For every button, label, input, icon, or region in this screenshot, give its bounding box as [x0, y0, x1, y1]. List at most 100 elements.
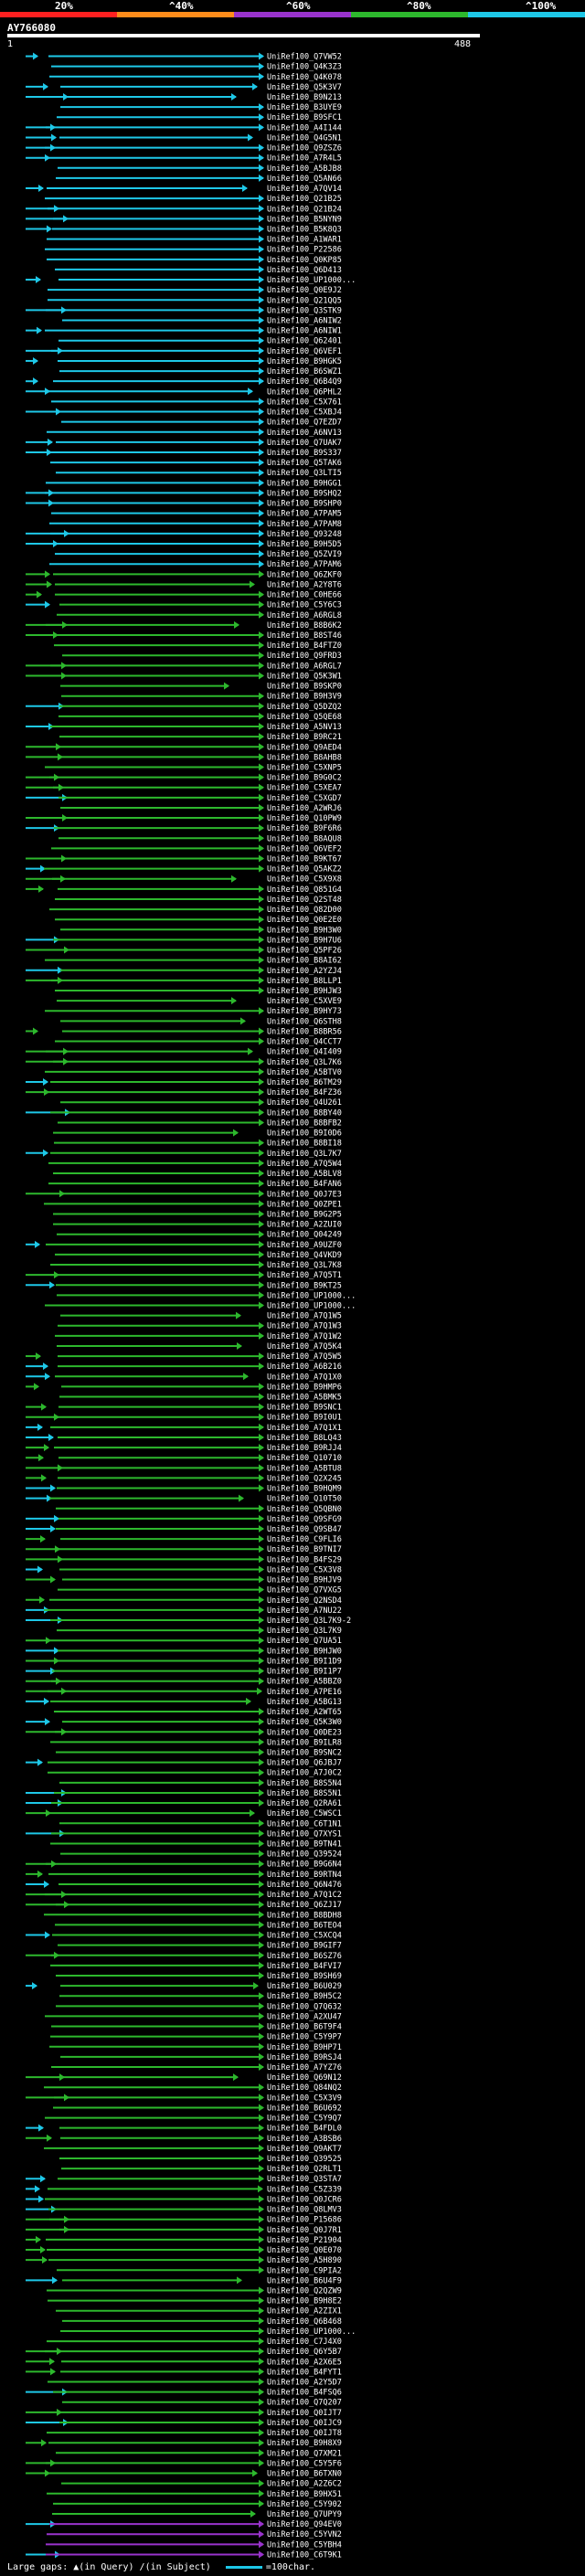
- subject-label[interactable]: UniRef100_C5XVE9: [267, 997, 342, 1006]
- subject-label[interactable]: UniRef100_A2XU47: [267, 2012, 342, 2021]
- subject-label[interactable]: UniRef100_C5XCQ4: [267, 1932, 342, 1941]
- subject-label[interactable]: UniRef100_A3BSB6: [267, 2135, 342, 2144]
- subject-label[interactable]: UniRef100_B9HQM9: [267, 1485, 342, 1494]
- subject-label[interactable]: UniRef100_Q4VKD9: [267, 1251, 342, 1260]
- subject-label[interactable]: UniRef100_Q82D00: [267, 906, 342, 915]
- subject-label[interactable]: UniRef100_Q7XM21: [267, 2449, 342, 2458]
- subject-label[interactable]: UniRef100_A7YZ76: [267, 2063, 342, 2072]
- subject-label[interactable]: UniRef100_A2ZUI0: [267, 1221, 342, 1230]
- subject-label[interactable]: UniRef100_B6U029: [267, 1982, 342, 1991]
- subject-label[interactable]: UniRef100_Q0DE23: [267, 1728, 342, 1737]
- subject-label[interactable]: UniRef100_A7Q1C2: [267, 1891, 342, 1900]
- subject-label[interactable]: UniRef100_A7PAM8: [267, 520, 342, 529]
- subject-label[interactable]: UniRef100_Q5PF26: [267, 947, 342, 956]
- subject-label[interactable]: UniRef100_B6U692: [267, 2104, 342, 2113]
- subject-label[interactable]: UniRef100_A2Y5D7: [267, 2379, 342, 2388]
- subject-label[interactable]: UniRef100_Q2RLT1: [267, 2165, 342, 2174]
- subject-label[interactable]: UniRef100_B9SH69: [267, 1972, 342, 1981]
- subject-label[interactable]: UniRef100_B9SFC1: [267, 113, 342, 122]
- subject-label[interactable]: UniRef100_Q4K078: [267, 73, 342, 82]
- subject-label[interactable]: UniRef100_Q84NQ2: [267, 2083, 342, 2093]
- subject-label[interactable]: UniRef100_Q9AED4: [267, 743, 342, 752]
- subject-label[interactable]: UniRef100_C5YBH4: [267, 2540, 342, 2549]
- subject-label[interactable]: UniRef100_Q0KP85: [267, 256, 342, 265]
- subject-label[interactable]: UniRef100_C5Y6C3: [267, 601, 342, 610]
- subject-label[interactable]: UniRef100_C5Y9Q7: [267, 2115, 342, 2124]
- subject-label[interactable]: UniRef100_B9RC21: [267, 733, 342, 742]
- subject-label[interactable]: UniRef100_Q5DZQ2: [267, 703, 342, 712]
- subject-label[interactable]: UniRef100_A7Q5T1: [267, 1271, 342, 1280]
- subject-label[interactable]: UniRef100_A2WRJ6: [267, 804, 342, 813]
- subject-label[interactable]: UniRef100_Q7EZD7: [267, 419, 342, 428]
- subject-label[interactable]: UniRef100_A5H890: [267, 2256, 342, 2265]
- subject-label[interactable]: UniRef100_A6RGL7: [267, 662, 342, 671]
- subject-label[interactable]: UniRef100_Q6PHL2: [267, 387, 342, 397]
- subject-label[interactable]: UniRef100_B4FS29: [267, 1555, 342, 1564]
- subject-label[interactable]: UniRef100_Q0ZPE1: [267, 1200, 342, 1209]
- subject-label[interactable]: UniRef100_A7Q5K4: [267, 1342, 342, 1352]
- subject-label[interactable]: UniRef100_Q21QQ5: [267, 296, 342, 305]
- subject-label[interactable]: UniRef100_Q6JBJ7: [267, 1759, 342, 1768]
- subject-label[interactable]: UniRef100_B8LLP1: [267, 977, 342, 986]
- subject-label[interactable]: UniRef100_A1WAR1: [267, 236, 342, 245]
- subject-label[interactable]: UniRef100_Q6B4Q9: [267, 377, 342, 387]
- subject-label[interactable]: UniRef100_B9TNI7: [267, 1545, 342, 1554]
- subject-label[interactable]: UniRef100_B4FSQ6: [267, 2389, 342, 2398]
- subject-label[interactable]: UniRef100_B9HY73: [267, 1007, 342, 1016]
- subject-label[interactable]: UniRef100_C5Y5F6: [267, 2459, 342, 2468]
- subject-label[interactable]: UniRef100_B9SKP0: [267, 683, 342, 692]
- subject-label[interactable]: UniRef100_B9ILR8: [267, 1738, 342, 1747]
- subject-label[interactable]: UniRef100_B6T9F4: [267, 2023, 342, 2032]
- subject-label[interactable]: UniRef100_C5Z339: [267, 2185, 342, 2194]
- subject-label[interactable]: UniRef100_B8BR56: [267, 1027, 342, 1036]
- subject-label[interactable]: UniRef100_B5K8Q3: [267, 225, 342, 234]
- subject-label[interactable]: UniRef100_B9GIF7: [267, 1942, 342, 1951]
- subject-label[interactable]: UniRef100_Q6ZJ17: [267, 1901, 342, 1910]
- subject-label[interactable]: UniRef100_A2X6E5: [267, 2358, 342, 2367]
- subject-label[interactable]: UniRef100_B9HGG1: [267, 479, 342, 488]
- subject-label[interactable]: UniRef100_Q2QZW9: [267, 2286, 342, 2295]
- subject-label[interactable]: UniRef100_A4I144: [267, 123, 342, 133]
- subject-label[interactable]: UniRef100_Q10710: [267, 1454, 342, 1463]
- subject-label[interactable]: UniRef100_Q93248: [267, 530, 342, 539]
- subject-label[interactable]: UniRef100_Q7UAK7: [267, 439, 342, 448]
- subject-label[interactable]: UniRef100_Q5QBN0: [267, 1505, 342, 1514]
- subject-label[interactable]: UniRef100_C7J4X0: [267, 2337, 342, 2347]
- subject-label[interactable]: UniRef100_Q10T50: [267, 1495, 342, 1504]
- subject-label[interactable]: UniRef100_Q6N476: [267, 1881, 342, 1890]
- subject-label[interactable]: UniRef100_A2WT65: [267, 1708, 342, 1717]
- subject-label[interactable]: UniRef100_Q10PW9: [267, 814, 342, 823]
- subject-label[interactable]: UniRef100_B8AHB8: [267, 753, 342, 762]
- subject-label[interactable]: UniRef100_Q7Q632: [267, 2002, 342, 2011]
- subject-label[interactable]: UniRef100_Q7VXG5: [267, 1586, 342, 1595]
- subject-label[interactable]: UniRef100_B9SHQ2: [267, 489, 342, 498]
- subject-label[interactable]: UniRef100_B9H5D5: [267, 540, 342, 549]
- subject-label[interactable]: UniRef100_B9HMP6: [267, 1383, 342, 1392]
- subject-label[interactable]: UniRef100_Q0IJT8: [267, 2429, 342, 2438]
- subject-label[interactable]: UniRef100_B9SHP0: [267, 500, 342, 509]
- subject-label[interactable]: UniRef100_Q0IJT7: [267, 2409, 342, 2418]
- subject-label[interactable]: UniRef100_A7R4L5: [267, 154, 342, 164]
- subject-label[interactable]: UniRef100_B9TN41: [267, 1840, 342, 1850]
- subject-label[interactable]: UniRef100_Q2ST48: [267, 896, 342, 905]
- subject-label[interactable]: UniRef100_Q9FRD3: [267, 652, 342, 661]
- subject-label[interactable]: UniRef100_Q04249: [267, 1231, 342, 1240]
- subject-label[interactable]: UniRef100_B9G6N4: [267, 1860, 342, 1870]
- subject-label[interactable]: UniRef100_Q8LMV3: [267, 2206, 342, 2215]
- subject-label[interactable]: UniRef100_B9H8X9: [267, 2439, 342, 2448]
- subject-label[interactable]: UniRef100_Q3L7K9-2: [267, 1617, 351, 1626]
- subject-label[interactable]: UniRef100_A7PAM5: [267, 510, 342, 519]
- subject-label[interactable]: UniRef100_Q62401: [267, 337, 342, 346]
- subject-label[interactable]: UniRef100_A6RGL8: [267, 611, 342, 620]
- subject-label[interactable]: UniRef100_Q9AKT7: [267, 2145, 342, 2154]
- subject-label[interactable]: UniRef100_Q0J7R1: [267, 2226, 342, 2235]
- subject-label[interactable]: UniRef100_Q6VEF2: [267, 844, 342, 853]
- subject-label[interactable]: UniRef100_A6NV13: [267, 429, 342, 438]
- subject-label[interactable]: UniRef100_B9H5C2: [267, 1992, 342, 2001]
- subject-label[interactable]: UniRef100_B4FYT1: [267, 2368, 342, 2377]
- subject-label[interactable]: UniRef100_C5X9X8: [267, 875, 342, 885]
- subject-label[interactable]: UniRef100_Q5AKZ2: [267, 865, 342, 875]
- subject-label[interactable]: UniRef100_UP1000...: [267, 2327, 356, 2337]
- subject-label[interactable]: UniRef100_Q69N12: [267, 2073, 342, 2083]
- subject-label[interactable]: UniRef100_Q7UPY9: [267, 2510, 342, 2519]
